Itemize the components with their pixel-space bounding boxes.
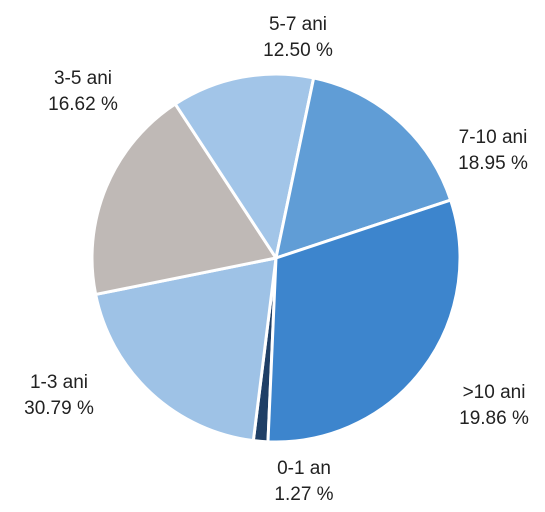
slice-label-group-7-10-ani: 7-10 ani 18.95 %	[458, 127, 528, 174]
slice-category-label: 0-1 an	[277, 458, 331, 479]
slice-category-label: 1-3 ani	[30, 372, 88, 393]
slice-value-label: 1.27 %	[274, 484, 333, 505]
slice-category-label: 5-7 ani	[269, 14, 327, 35]
slice-label-group-1-3-ani: 1-3 ani 30.79 %	[24, 372, 94, 419]
pie-slice-7-10-ani	[90, 102, 278, 296]
slice-label-group-3-5-ani: 3-5 ani 16.62 %	[48, 68, 118, 115]
slice-label-group-5-7-ani: 5-7 ani 12.50 %	[263, 14, 333, 61]
slice-category-label: 3-5 ani	[54, 68, 112, 89]
slice-label-group-10-ani: >10 ani 19.86 %	[459, 382, 529, 429]
slice-value-label: 12.50 %	[263, 40, 333, 61]
slice-category-label: 7-10 ani	[459, 127, 528, 148]
pie-slice-10-ani	[94, 256, 278, 443]
slice-value-label: 19.86 %	[459, 408, 529, 429]
slice-label-group-0-1-an: 0-1 an 1.27 %	[274, 458, 333, 505]
pie-slice-1-3-ani	[266, 198, 462, 444]
slice-value-label: 16.62 %	[48, 94, 118, 115]
slice-value-label: 30.79 %	[24, 398, 94, 419]
pie-slice-5-7-ani	[173, 72, 316, 260]
slice-category-label: >10 ani	[463, 382, 526, 403]
slice-value-label: 18.95 %	[458, 153, 528, 174]
